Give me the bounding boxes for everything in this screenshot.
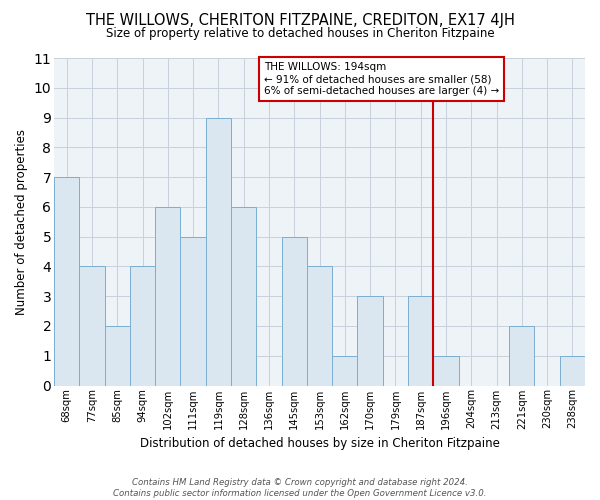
X-axis label: Distribution of detached houses by size in Cheriton Fitzpaine: Distribution of detached houses by size … bbox=[140, 437, 499, 450]
Text: THE WILLOWS, CHERITON FITZPAINE, CREDITON, EX17 4JH: THE WILLOWS, CHERITON FITZPAINE, CREDITO… bbox=[86, 12, 514, 28]
Bar bbox=[130, 266, 155, 386]
Bar bbox=[79, 266, 104, 386]
Text: Size of property relative to detached houses in Cheriton Fitzpaine: Size of property relative to detached ho… bbox=[106, 28, 494, 40]
Bar bbox=[155, 207, 181, 386]
Bar bbox=[206, 118, 231, 386]
Bar bbox=[307, 266, 332, 386]
Bar bbox=[104, 326, 130, 386]
Bar bbox=[560, 356, 585, 386]
Bar bbox=[358, 296, 383, 386]
Bar bbox=[181, 236, 206, 386]
Bar bbox=[433, 356, 458, 386]
Text: THE WILLOWS: 194sqm
← 91% of detached houses are smaller (58)
6% of semi-detache: THE WILLOWS: 194sqm ← 91% of detached ho… bbox=[264, 62, 499, 96]
Bar bbox=[408, 296, 433, 386]
Bar bbox=[332, 356, 358, 386]
Text: Contains HM Land Registry data © Crown copyright and database right 2024.
Contai: Contains HM Land Registry data © Crown c… bbox=[113, 478, 487, 498]
Bar bbox=[509, 326, 535, 386]
Bar bbox=[54, 177, 79, 386]
Bar bbox=[231, 207, 256, 386]
Y-axis label: Number of detached properties: Number of detached properties bbox=[15, 129, 28, 315]
Bar bbox=[281, 236, 307, 386]
